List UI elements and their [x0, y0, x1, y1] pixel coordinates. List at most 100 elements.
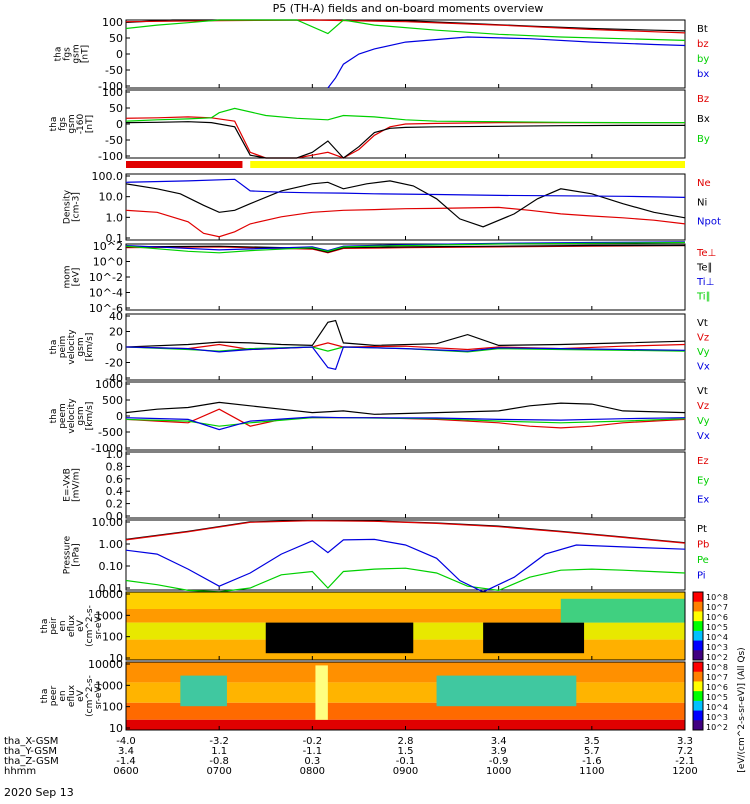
y-tick-label: 10000 — [88, 588, 123, 601]
colorbar-tick-label: 10^3 — [706, 713, 728, 722]
colorbar-step — [693, 671, 703, 682]
colorbar-peir_eflux: 10^810^710^610^510^410^310^2 — [692, 591, 728, 662]
legend-entry: Pb — [697, 540, 709, 551]
time-row-label: tha_X-GSM — [4, 736, 58, 747]
y-tick-label: 40 — [109, 310, 123, 323]
y-axis-label-line: tha — [40, 619, 50, 634]
series-line-Ti⊥ — [125, 241, 686, 252]
colorbar-step — [693, 640, 703, 651]
y-axis-label-line: peir — [49, 617, 59, 635]
y-axis-label-line: [mV/m] — [72, 468, 82, 502]
y-axis-label-line: sr-eV) — [94, 683, 104, 709]
y-axis-label-line: [nPa] — [72, 543, 82, 566]
series-line-Ti∥ — [125, 241, 686, 254]
colorbar-tick-label: 10^4 — [706, 703, 728, 712]
time-row-value: 2.8 — [398, 736, 414, 747]
legend-entry: Ez — [697, 456, 709, 467]
panel-mom_temp: 10^2 10^0 10^-2 10^-4 10^-6 mom[eV] Te⊥ Te∥ Ti⊥ T… — [63, 240, 717, 315]
heatmap-band — [126, 702, 685, 720]
y-tick-label: 10.00 — [92, 516, 124, 529]
y-axis-label-line: sr-eV) — [94, 613, 104, 639]
y-axis-label-line: tha — [54, 47, 64, 62]
legend-entry: Vy — [697, 347, 710, 358]
y-axis-label-line: tha — [49, 340, 59, 355]
y-axis-label-line: [cm-3] — [72, 192, 82, 222]
time-row-value: 5.7 — [584, 746, 600, 757]
y-axis-label-line: Pressure — [63, 535, 73, 574]
time-row-value: 0900 — [393, 766, 418, 777]
legend-entry: Bz — [697, 94, 709, 105]
y-axis-label-line: [km/s] — [85, 333, 95, 362]
series-line-By — [125, 107, 685, 124]
status-bar-yellow — [250, 161, 685, 168]
time-row-value: 0700 — [206, 766, 231, 777]
time-row-value: 0.3 — [304, 756, 320, 767]
heatmap-void — [483, 622, 585, 654]
y-axis-label-line: tha — [49, 409, 59, 424]
heatmap-band — [126, 592, 685, 609]
series-line-Bz — [125, 116, 685, 159]
time-row-value: 1100 — [579, 766, 604, 777]
colorbar-tick-label: 10^8 — [706, 663, 728, 672]
y-tick-label: -40 — [105, 372, 123, 385]
colorbar-tick-label: 10^6 — [706, 613, 728, 622]
time-row-value: -2.1 — [675, 756, 695, 767]
y-axis-label: Density[cm-3] — [63, 189, 82, 224]
legend-entry: Te∥ — [696, 263, 713, 274]
y-tick-label: -20 — [105, 357, 123, 370]
legend-entry: bx — [697, 69, 709, 80]
y-axis-label-line: en — [58, 690, 68, 701]
colorbar-step — [693, 630, 703, 642]
y-tick-label: -1000 — [91, 442, 123, 455]
legend-entry: Pt — [697, 524, 707, 535]
legend-entry: bz — [697, 39, 709, 50]
y-axis-label-line: Density — [63, 189, 73, 224]
y-tick-label: 1.0 — [106, 448, 124, 461]
panel-pressure: 10.00 1.00 0.10 0.01 Pressure[nPa] Pt Pb Pe Pi — [63, 516, 710, 595]
legend-entry: Te⊥ — [696, 248, 716, 259]
y-axis-label-line: [nT] — [85, 115, 95, 133]
y-tick-label: 10000 — [88, 658, 123, 671]
colorbar-tick-label: 10^8 — [706, 593, 728, 602]
time-row-value: 0600 — [113, 766, 138, 777]
y-tick-label: 0 — [116, 410, 123, 423]
y-axis-label-line: peer — [49, 685, 59, 706]
panel-peer_eflux: 10000 1000 100 10 thapeerenefluxeV(cm^2-s-sr… — [40, 658, 686, 735]
heatmap-patch — [436, 675, 577, 707]
y-tick-label: 10^-4 — [89, 287, 123, 300]
y-axis-label-line: (cm^2-s- — [85, 675, 95, 717]
legend-entry: Vz — [697, 401, 709, 412]
time-row-value: 1.5 — [398, 746, 414, 757]
time-row-value: -0.1 — [396, 756, 416, 767]
panel-peim_velocity: 40 20 0 -20 -40 thapeimvelocitygsm[km/s] Vt Vz V… — [49, 310, 710, 385]
panel-fgs_gsm_160: 100 50 0 -50 -100 thafgsgsm-160[nT] Bz Bx By — [49, 86, 710, 163]
legend-entry: by — [697, 54, 709, 65]
y-axis-label: thapeemvelocitygsm[km/s] — [49, 398, 95, 434]
series-line-Te⊥ — [125, 244, 686, 254]
heatmap-void — [265, 622, 414, 654]
legend-entry: Vt — [697, 386, 708, 397]
y-tick-label: -100 — [98, 150, 123, 163]
colorbar-step — [693, 611, 703, 622]
y-tick-label: 1000 — [95, 609, 123, 622]
panel-peir_eflux: 10000 1000 100 10 thapeirenefluxeV(cm^2-s-sr… — [40, 588, 686, 665]
colorbar-step — [693, 650, 703, 661]
y-tick-label: 0.10 — [99, 560, 124, 573]
colorbar-step — [693, 681, 703, 692]
y-axis-label-line: eflux — [67, 614, 77, 637]
heatmap-patch — [315, 665, 328, 720]
y-axis-label: Pressure[nPa] — [63, 535, 82, 574]
legend-entry: Vx — [697, 362, 710, 373]
panel-frame — [125, 451, 686, 519]
time-row-value: 3.3 — [677, 736, 693, 747]
legend-entry: Vy — [697, 416, 710, 427]
colorbar-tick-label: 10^7 — [706, 603, 728, 612]
colorbar-peer_eflux: 10^810^710^610^510^410^310^2 — [692, 661, 728, 732]
series-line-Ne — [125, 206, 686, 238]
time-axis-labels: tha_X-GSM -4.0 -3.2 -0.2 2.8 3.4 3.5 3.3 tha_Y-G… — [4, 736, 698, 777]
y-axis-label-line: tha — [49, 117, 59, 132]
y-tick-label: 0.1 — [106, 232, 124, 245]
colorbar-tick-label: 10^5 — [706, 623, 728, 632]
status-bar-red — [126, 161, 243, 168]
legend-entry: Bt — [697, 24, 708, 35]
